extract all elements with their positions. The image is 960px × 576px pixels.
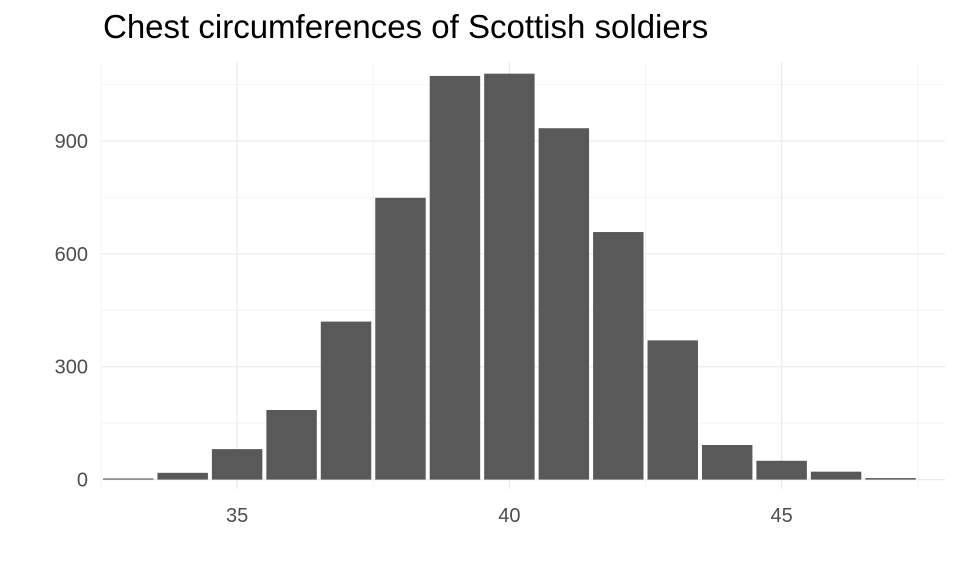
bar [756, 460, 807, 480]
x-tick-label: 40 [498, 505, 520, 527]
x-axis-ticks: 35 40 45 [226, 505, 793, 527]
bar [701, 444, 753, 480]
bar [266, 409, 317, 480]
bar [865, 478, 916, 480]
bar [429, 75, 481, 480]
chart-title: Chest circumferences of Scottish soldier… [103, 8, 709, 45]
y-tick-label: 900 [55, 131, 88, 153]
y-tick-label: 0 [77, 470, 88, 492]
bar [810, 471, 862, 480]
bar [593, 232, 644, 480]
bar [320, 321, 372, 480]
bar [157, 472, 208, 480]
bar [375, 197, 426, 480]
y-tick-label: 600 [55, 244, 88, 266]
bar [103, 478, 154, 480]
bar [647, 340, 698, 480]
x-tick-label: 35 [226, 505, 248, 527]
y-axis-ticks: 0 300 600 900 [55, 131, 88, 492]
bars [103, 73, 916, 480]
y-tick-label: 300 [55, 357, 88, 379]
bar [538, 128, 590, 480]
x-tick-label: 45 [771, 505, 793, 527]
bar [211, 449, 263, 480]
bar [484, 73, 535, 480]
